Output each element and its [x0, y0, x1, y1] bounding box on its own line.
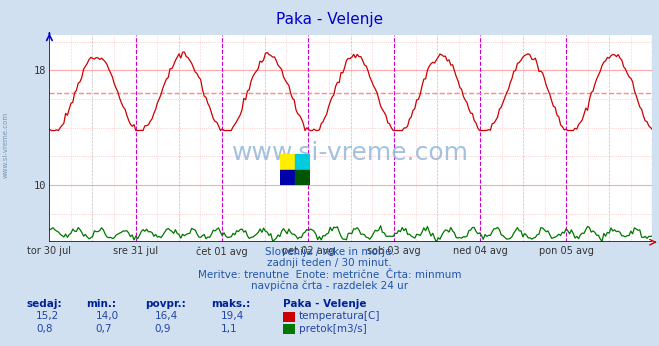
Text: www.si-vreme.com: www.si-vreme.com [2, 112, 9, 179]
Bar [280, 154, 295, 170]
Text: 15,2: 15,2 [36, 311, 59, 321]
Text: 16,4: 16,4 [155, 311, 178, 321]
Text: 1,1: 1,1 [221, 324, 237, 334]
Text: Meritve: trenutne  Enote: metrične  Črta: minmum: Meritve: trenutne Enote: metrične Črta: … [198, 270, 461, 280]
Text: Slovenija / reke in morje.: Slovenija / reke in morje. [264, 247, 395, 257]
Text: min.:: min.: [86, 299, 116, 309]
Bar [295, 170, 310, 185]
Text: pretok[m3/s]: pretok[m3/s] [299, 324, 367, 334]
Text: Paka - Velenje: Paka - Velenje [283, 299, 367, 309]
Text: www.si-vreme.com: www.si-vreme.com [233, 141, 469, 165]
Text: 0,8: 0,8 [36, 324, 53, 334]
Text: povpr.:: povpr.: [145, 299, 186, 309]
Text: 0,9: 0,9 [155, 324, 171, 334]
Text: Paka - Velenje: Paka - Velenje [276, 12, 383, 27]
Bar [295, 154, 310, 170]
Text: maks.:: maks.: [211, 299, 250, 309]
Text: temperatura[C]: temperatura[C] [299, 311, 381, 321]
Text: 0,7: 0,7 [96, 324, 112, 334]
Text: 14,0: 14,0 [96, 311, 119, 321]
Text: navpična črta - razdelek 24 ur: navpična črta - razdelek 24 ur [251, 281, 408, 291]
Text: sedaj:: sedaj: [26, 299, 62, 309]
Bar [280, 170, 295, 185]
Text: 19,4: 19,4 [221, 311, 244, 321]
Text: zadnji teden / 30 minut.: zadnji teden / 30 minut. [267, 258, 392, 268]
